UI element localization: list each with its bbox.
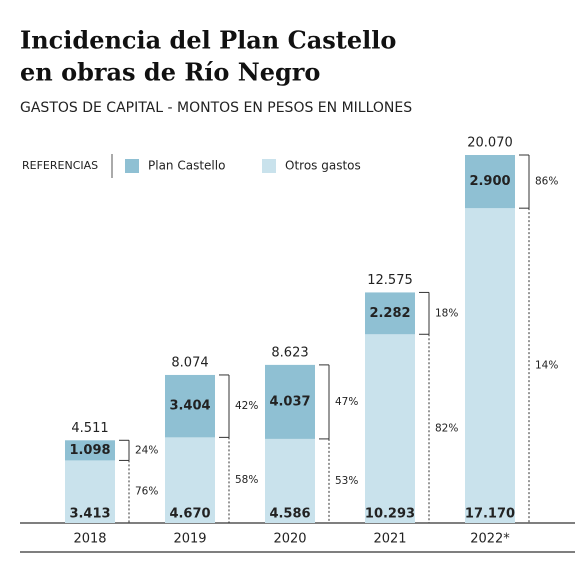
value-label: 4.670	[169, 507, 210, 522]
total-label: 4.511	[71, 421, 108, 436]
legend-swatch	[262, 159, 276, 173]
percent-label: 24%	[135, 444, 158, 456]
total-label: 12.575	[367, 273, 413, 288]
legend-title: REFERENCIAS	[22, 159, 98, 172]
bar-segment	[365, 334, 415, 523]
chart-subtitle: GASTOS DE CAPITAL - MONTOS EN PESOS EN M…	[20, 100, 412, 116]
percent-label: 47%	[335, 396, 358, 408]
x-tick-label: 2018	[73, 532, 106, 547]
value-label: 2.282	[369, 306, 410, 321]
percent-label: 53%	[335, 475, 358, 487]
percent-label: 76%	[135, 486, 158, 498]
bar-segment	[465, 208, 515, 523]
total-label: 20.070	[467, 136, 513, 151]
value-label: 3.413	[69, 507, 110, 522]
x-tick-label: 2020	[273, 532, 306, 547]
legend-label: Plan Castello	[148, 159, 225, 173]
value-label: 2.900	[469, 174, 510, 189]
value-label: 1.098	[69, 443, 110, 458]
legend-label: Otros gastos	[285, 159, 361, 173]
chart-title: Incidencia del Plan Castello	[20, 26, 396, 55]
value-label: 3.404	[169, 399, 210, 414]
bar-segment	[265, 364, 315, 439]
value-label: 4.586	[269, 507, 310, 522]
total-label: 8.623	[271, 345, 308, 360]
percent-label: 42%	[235, 400, 258, 412]
bar-segment	[165, 437, 215, 523]
bar-segment	[465, 155, 515, 209]
bar-segment	[365, 292, 415, 335]
value-label: 10.293	[365, 507, 415, 522]
bar-segment	[265, 438, 315, 523]
total-label: 8.074	[171, 355, 208, 370]
bar-segment	[65, 440, 115, 461]
value-label: 4.037	[269, 394, 310, 409]
percent-label: 58%	[235, 474, 258, 486]
percent-label: 86%	[535, 176, 558, 188]
x-tick-label: 2022*	[470, 532, 510, 547]
x-tick-label: 2021	[373, 532, 406, 547]
percent-label: 82%	[435, 423, 458, 435]
value-label: 17.170	[465, 507, 515, 522]
percent-label: 14%	[535, 360, 558, 372]
percent-label: 18%	[435, 307, 458, 319]
bar-segment	[165, 374, 215, 438]
chart-title: en obras de Río Negro	[20, 58, 320, 87]
x-tick-label: 2019	[173, 532, 206, 547]
bar-segment	[65, 460, 115, 523]
legend-swatch	[125, 159, 139, 173]
